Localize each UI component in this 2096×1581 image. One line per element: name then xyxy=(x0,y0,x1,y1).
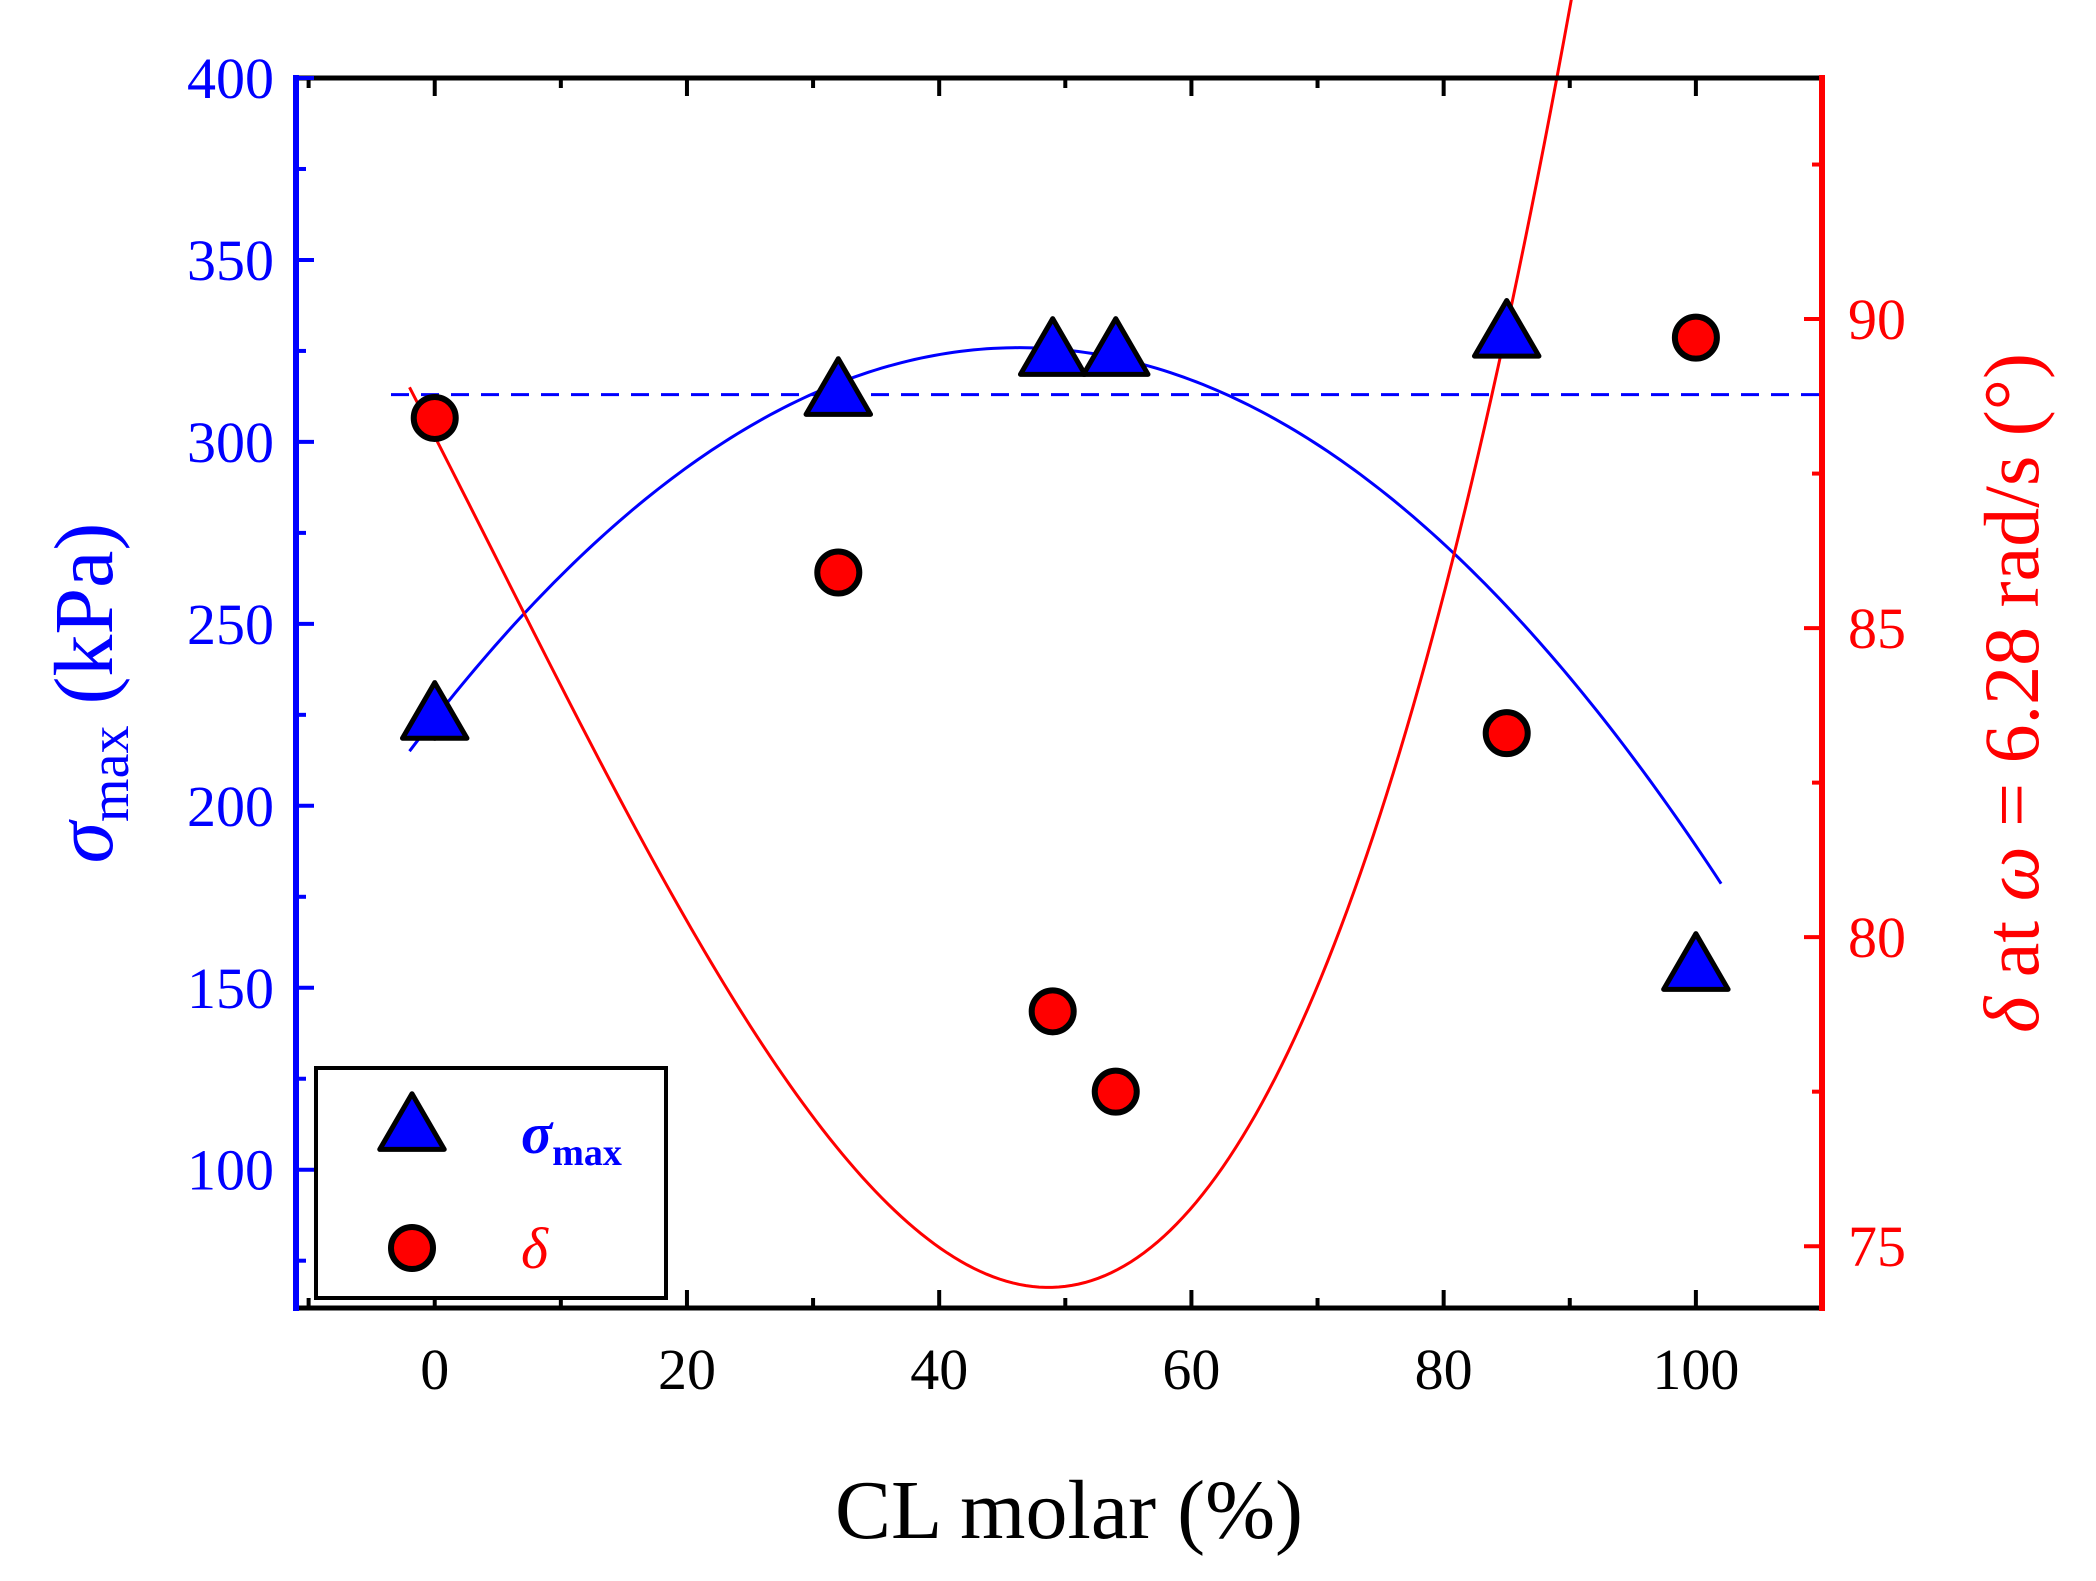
right-y-tick-label: 90 xyxy=(1848,287,1906,352)
sigma-fit-curve xyxy=(408,346,1723,885)
left-y-tick-label: 150 xyxy=(187,956,274,1021)
axes xyxy=(293,75,1825,1311)
x-tick-label: 80 xyxy=(1415,1337,1473,1402)
right-y-tick-label: 80 xyxy=(1848,905,1906,970)
x-tick-label: 0 xyxy=(420,1337,449,1402)
delta-point xyxy=(1028,987,1077,1036)
left-y-tick-label: 100 xyxy=(187,1138,274,1203)
legend-sigma-marker xyxy=(377,1091,447,1152)
x-tick-label: 40 xyxy=(910,1337,968,1402)
legend-box xyxy=(314,1066,668,1300)
data-markers xyxy=(399,297,1731,1116)
sigma-point xyxy=(1661,931,1731,992)
right-y-tick-label: 75 xyxy=(1848,1214,1906,1279)
delta-point xyxy=(814,548,863,597)
sigma-point xyxy=(1017,316,1088,377)
left-y-title-symbol: σ xyxy=(38,818,131,863)
left-y-tick-label: 300 xyxy=(187,410,274,475)
sigma-point xyxy=(803,356,874,417)
sigma-point xyxy=(1471,297,1542,359)
left-y-tick-label: 350 xyxy=(187,228,274,293)
right-y-axis-title: δ at ω = 6.28 rad/s (°) xyxy=(1968,353,2055,1033)
right-y-title-symbol: δ xyxy=(1968,995,2055,1033)
delta-point xyxy=(1482,709,1531,758)
legend-sigma-label: σmax xyxy=(521,1101,622,1174)
legend-delta-marker xyxy=(388,1224,436,1272)
x-tick-label: 100 xyxy=(1652,1337,1739,1402)
left-y-title-subscript: max xyxy=(79,726,141,822)
x-axis-title: CL molar (%) xyxy=(835,1464,1303,1557)
right-y-title-rest: = 6.28 rad/s (°) xyxy=(1968,353,2055,846)
delta-point xyxy=(1091,1067,1140,1116)
sigma-point xyxy=(1081,316,1151,377)
axis-labels: 0 20 40 60 80 100 100 150 200 250 300 350 400 75 80 85 9… xyxy=(38,46,2055,1557)
left-y-axis-title: σmax (kPa) xyxy=(38,523,141,864)
x-tick-label: 60 xyxy=(1162,1337,1220,1402)
legend-delta-label: δ xyxy=(521,1216,549,1281)
left-y-title-unit: (kPa) xyxy=(38,523,131,726)
left-y-tick-label: 200 xyxy=(187,774,274,839)
legend-sigma-subscript: max xyxy=(552,1132,622,1174)
delta-point xyxy=(410,393,459,442)
sigma-point xyxy=(399,680,470,741)
right-y-tick-label: 85 xyxy=(1848,596,1906,661)
left-y-tick-label: 400 xyxy=(187,46,274,111)
x-tick-label: 20 xyxy=(658,1337,716,1402)
legend-sigma-symbol: σ xyxy=(521,1101,554,1166)
delta-point xyxy=(1671,313,1720,362)
right-y-title-middle: at xyxy=(1968,901,2055,996)
left-y-tick-label: 250 xyxy=(187,592,274,657)
right-y-title-omega: ω xyxy=(1968,846,2055,901)
